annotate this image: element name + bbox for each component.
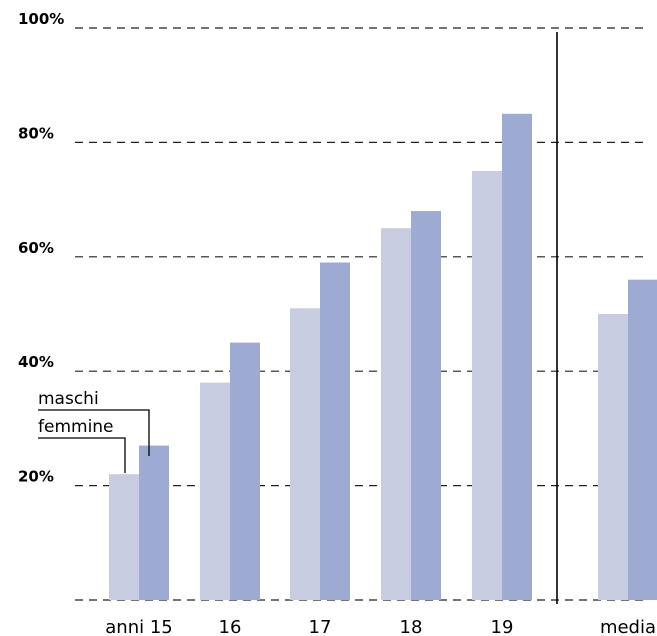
bar-maschi-5 — [502, 113, 532, 601]
x-tick-label: 17 — [309, 617, 332, 636]
y-tick-label: 60% — [18, 239, 54, 257]
legend-leader-maschi — [38, 409, 150, 456]
bar-femmine-6 — [598, 314, 628, 600]
x-tick-labels: anni 15 16 17 18 19 media — [105, 617, 656, 636]
bar-femmine-5 — [472, 171, 502, 600]
legend: maschi femmine — [38, 389, 150, 473]
bar-femmine-2 — [200, 382, 230, 600]
y-tick-label: 20% — [18, 468, 54, 486]
y-tick-labels: 20% 40% 60% 80% 100% — [18, 10, 64, 486]
y-tick-label: 40% — [18, 353, 54, 371]
x-tick-label: 18 — [400, 617, 423, 636]
gridlines — [75, 27, 646, 601]
legend-leader-femmine — [38, 437, 126, 473]
bar-femmine-3 — [290, 308, 320, 600]
bars — [109, 113, 657, 601]
legend-label-maschi: maschi — [38, 389, 99, 409]
x-tick-label: anni 15 — [105, 617, 172, 636]
y-tick-label: 100% — [18, 10, 64, 28]
x-tick-label: 19 — [491, 617, 514, 636]
bar-maschi-6 — [628, 279, 657, 600]
bar-femmine-4 — [381, 228, 411, 600]
bar-maschi-2 — [230, 342, 260, 600]
bar-femmine-1 — [109, 474, 139, 600]
bar-maschi-1 — [139, 445, 169, 600]
x-tick-label: media — [600, 617, 656, 636]
y-tick-label: 80% — [18, 124, 54, 142]
x-tick-label: 16 — [219, 617, 242, 636]
bar-maschi-3 — [320, 262, 350, 600]
bar-maschi-4 — [411, 211, 441, 601]
legend-label-femmine: femmine — [38, 417, 114, 437]
